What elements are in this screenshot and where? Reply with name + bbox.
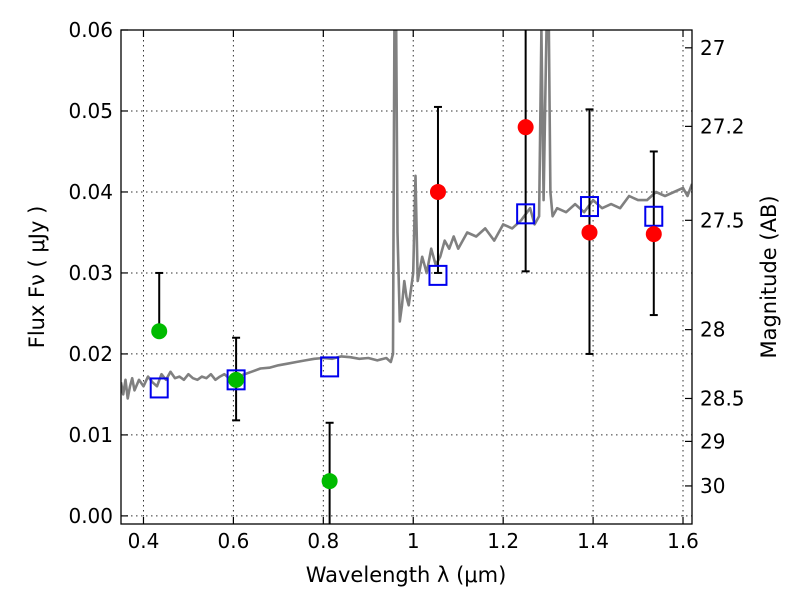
x-tick-label: 1.6	[667, 529, 699, 553]
data-point	[429, 183, 446, 200]
x-tick-label: 0.6	[217, 529, 249, 553]
y-tick-label: 0.02	[68, 342, 113, 366]
model-square-point	[428, 264, 448, 286]
y-tick-labels: 0.00 0.01 0.02 0.03 0.04 0.05 0.06	[68, 18, 113, 528]
x-tick-labels: 0.4 0.6 0.8 1 1.2 1.4 1.6	[128, 529, 699, 553]
data-point	[321, 473, 338, 490]
y-tick-label: 0.05	[68, 99, 113, 123]
x-tick-label: 0.4	[128, 529, 160, 553]
plot-frame	[120, 29, 693, 525]
right-axis-title: Magnitude (AB)	[757, 195, 781, 358]
y-tick-label: 0.01	[68, 423, 113, 447]
y-tick-label: 0.04	[68, 180, 113, 204]
right-tick-label: 27	[700, 36, 725, 60]
data-point	[517, 119, 534, 136]
model-square-point	[149, 377, 169, 399]
x-tick-label: 1	[407, 529, 420, 553]
right-tick-label: 28	[700, 318, 725, 342]
right-tick-label: 27.5	[700, 208, 745, 232]
axis-ticks	[121, 29, 692, 524]
data-point	[228, 371, 245, 388]
x-tick-label: 1.4	[577, 529, 609, 553]
model-square-point	[516, 203, 536, 225]
right-tick-labels: 27 27.2 27.5 28 28.5 29 30	[700, 36, 745, 498]
x-tick-label: 0.8	[307, 529, 339, 553]
y-tick-label: 0.03	[68, 261, 113, 285]
spectrum-line	[121, 30, 692, 400]
y-axis-title: Flux Fν ( μJy )	[25, 206, 49, 349]
model-square-point	[226, 369, 246, 391]
x-axis-title: Wavelength λ (μm)	[306, 563, 507, 587]
grid-lines	[121, 29, 692, 524]
plot-area	[121, 30, 692, 524]
right-tick-label: 30	[700, 474, 725, 498]
model-square-point	[579, 196, 599, 218]
series-layer	[121, 30, 692, 524]
x-tick-label: 1.2	[487, 529, 519, 553]
data-point	[645, 226, 662, 243]
right-tick-label: 29	[700, 429, 725, 453]
data-point	[151, 323, 168, 340]
model-square-point	[644, 205, 664, 227]
data-point	[581, 224, 598, 241]
model-square-point	[320, 356, 340, 378]
y-tick-label: 0.06	[68, 18, 113, 42]
right-tick-label: 28.5	[700, 386, 745, 410]
y-tick-label: 0.00	[68, 504, 113, 528]
right-tick-label: 27.2	[700, 114, 745, 138]
